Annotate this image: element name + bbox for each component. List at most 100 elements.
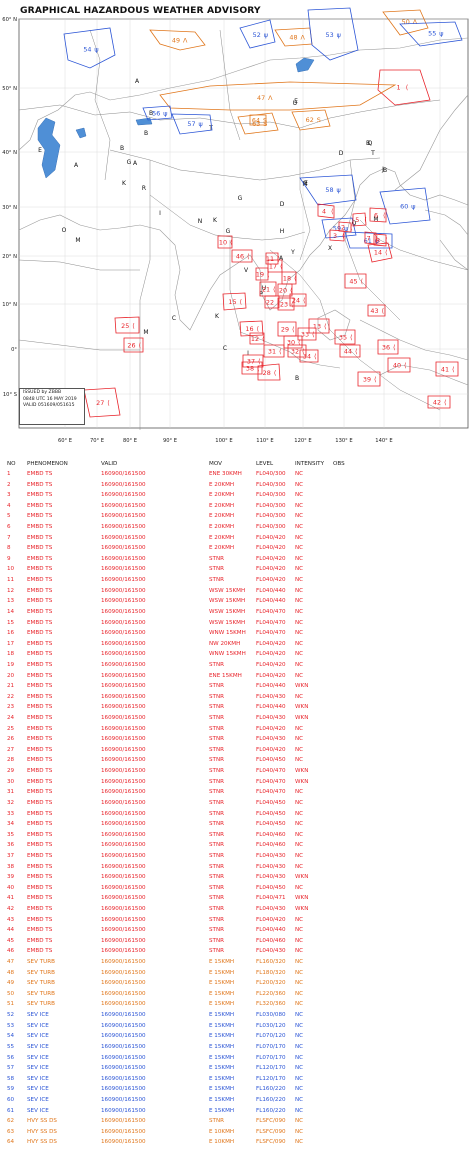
table-body: 1 EMBD TS 160900/161500 ENE 30KMH FL040/300 N…: [0, 469, 474, 1148]
cell-level: FL040/430: [256, 905, 286, 912]
advisory-area[interactable]: 8 ⟨: [373, 233, 388, 247]
advisory-area[interactable]: 35 ⟨: [334, 329, 356, 345]
advisory-area[interactable]: 43 ⟨: [367, 304, 386, 317]
advisory-area[interactable]: 37 ⟨: [242, 354, 264, 368]
table-row: 2 EMBD TS 160900/161500 E 20KMH FL040/300 NC: [0, 480, 474, 491]
advisory-area[interactable]: 44 ⟨: [339, 344, 361, 358]
fir-letter: B: [295, 375, 299, 382]
cell-intensity: NC: [295, 969, 304, 976]
advisory-area[interactable]: 10 ⟨: [217, 235, 233, 249]
advisory-area[interactable]: 12 ⟨: [249, 332, 265, 345]
cell-intensity: NC: [295, 566, 304, 573]
cell-valid: 160900/161500: [101, 948, 146, 955]
advisory-polygon: [83, 387, 121, 418]
cell-intensity: NC: [295, 725, 304, 732]
advisory-area[interactable]: 33 ⟨: [297, 327, 317, 341]
advisory-area[interactable]: 59 ψ: [321, 217, 357, 239]
advisory-number: 31: [268, 348, 276, 356]
advisory-area[interactable]: 39 ⟨: [357, 371, 381, 387]
advisory-area[interactable]: 34 ⟨: [299, 349, 319, 363]
advisory-area[interactable]: 45 ⟨: [344, 273, 367, 289]
lat-label: 30° N: [2, 205, 17, 211]
advisory-area[interactable]: 32 ⟨: [287, 344, 307, 358]
cell-intensity: NC: [295, 927, 304, 934]
advisory-area[interactable]: 28 ⟨: [257, 363, 281, 381]
advisory-area[interactable]: 53 ψ: [307, 7, 359, 61]
advisory-number: 22: [266, 299, 274, 307]
advisory-area[interactable]: 1 ⟨: [377, 69, 431, 106]
cell-level: FL160/220: [256, 1086, 286, 1093]
cell-level: FL030/080: [256, 1012, 286, 1019]
advisory-area[interactable]: 15 ⟨: [222, 292, 247, 311]
advisory-area[interactable]: 60 ψ: [379, 187, 431, 225]
advisory-area[interactable]: 49 Λ: [149, 29, 206, 51]
advisory-area[interactable]: 25 ⟨: [114, 316, 140, 334]
advisory-area[interactable]: 56 ψ: [142, 105, 173, 121]
cell-valid: 160900/161500: [101, 524, 146, 531]
cell-no: 22: [7, 693, 15, 700]
advisory-area[interactable]: 47 Λ: [159, 81, 397, 111]
cell-valid: 160900/161500: [101, 471, 146, 477]
advisory-area[interactable]: 38 ⟨: [241, 361, 263, 375]
advisory-area[interactable]: 62 S: [291, 109, 331, 131]
advisory-area[interactable]: 6 ⟨: [369, 207, 387, 223]
advisory-area[interactable]: 14 ⟨: [367, 242, 393, 263]
cell-mov: E 15KMH: [209, 1001, 235, 1008]
advisory-area[interactable]: 50 Λ: [382, 9, 429, 36]
advisory-area[interactable]: 16 ⟨: [239, 320, 264, 337]
advisory-number: 33: [301, 331, 309, 339]
fir-letter: T: [208, 125, 213, 132]
advisory-area[interactable]: 36 ⟨: [377, 339, 399, 355]
cell-no: 43: [7, 916, 15, 923]
advisory-area[interactable]: 31 ⟨: [263, 344, 285, 358]
cell-phenomenon: EMBD TS: [27, 545, 53, 552]
advisory-area[interactable]: 18 ⟨: [281, 271, 297, 285]
fir-letter: C: [223, 345, 227, 352]
advisory-area[interactable]: 17 ⟨: [267, 259, 283, 273]
thunderstorm-icon: ⟨: [393, 344, 396, 352]
advisory-area[interactable]: 4 ⟨: [317, 203, 335, 219]
fir-letter: O: [62, 227, 67, 234]
advisory-area[interactable]: 30 ⟨: [283, 335, 303, 349]
advisory-area[interactable]: 42 ⟨: [427, 395, 451, 409]
advisory-area[interactable]: 52 ψ: [239, 19, 276, 49]
advisory-area[interactable]: 41 ⟨: [435, 361, 459, 377]
fir-letter: H: [280, 228, 285, 235]
advisory-area[interactable]: 54 ψ: [63, 27, 116, 69]
advisory-area[interactable]: 40 ⟨: [387, 357, 411, 373]
advisory-area[interactable]: 23 ⟨: [277, 297, 295, 311]
advisory-area[interactable]: 58 ψ: [299, 174, 357, 206]
advisory-number: 18: [283, 275, 291, 283]
map-canvas: 60° N 50° N 40° N 30° N 20° N 10° N 0° 10° S 60°…: [2, 7, 469, 444]
advisory-polygon: [367, 304, 386, 317]
advisory-area[interactable]: 55 ψ: [399, 21, 463, 47]
advisory-area[interactable]: 2 ⟨: [338, 221, 353, 233]
cell-intensity: NC: [295, 852, 304, 859]
advisory-area[interactable]: 64 S: [249, 114, 267, 126]
advisory-area[interactable]: 5 ⟨: [352, 212, 367, 227]
table-row: 45 EMBD TS 160900/161500 STNR FL040/460 NC: [0, 936, 474, 947]
fir-letter: K: [213, 217, 218, 224]
advisory-area[interactable]: 57 ψ: [171, 113, 213, 135]
icing-icon: ψ: [199, 120, 203, 128]
advisory-area[interactable]: 19 ⟨: [255, 267, 270, 281]
cell-intensity: NC: [295, 608, 304, 615]
advisory-area[interactable]: 27 ⟨: [83, 387, 121, 418]
advisory-area[interactable]: 63 S: [237, 112, 279, 135]
advisory-area[interactable]: 46 ⟨: [231, 249, 253, 263]
advisory-area[interactable]: 26 ⟨: [123, 337, 144, 353]
cell-intensity: NC: [295, 799, 304, 806]
header-mov: MOV: [209, 461, 222, 467]
advisory-polygon: [281, 271, 297, 285]
thunderstorm-icon: ⟨: [374, 376, 377, 384]
advisory-area[interactable]: 20 ⟨: [277, 283, 293, 297]
thunderstorm-icon: ⟨: [247, 253, 250, 261]
cell-intensity: NC: [295, 619, 304, 626]
advisory-area[interactable]: 22 ⟨: [264, 295, 280, 309]
cell-intensity: WKN: [295, 874, 309, 881]
cell-level: FL040/470: [256, 778, 286, 785]
advisory-area[interactable]: 11 ⟨: [265, 252, 280, 265]
advisory-number: 57: [187, 120, 195, 128]
table-row: 25 EMBD TS 160900/161500 STNR FL040/420 NC: [0, 724, 474, 735]
advisory-area[interactable]: 24 ⟨: [289, 293, 307, 307]
